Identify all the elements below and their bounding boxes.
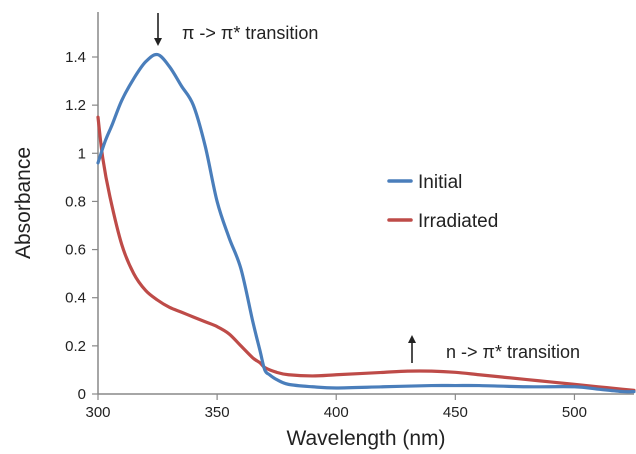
x-tick-label: 400 [324,404,349,421]
y-tick-label: 0.2 [65,338,86,355]
annotation-text-pi-pi-star: π -> π* transition [182,23,318,43]
y-axis-title: Absorbance [12,147,35,259]
y-tick-label: 0.6 [65,242,86,259]
annotation-pi-pi-star: π -> π* transition [154,13,318,46]
y-tick-label: 1.4 [65,49,86,66]
x-axis-title: Wavelength (nm) [286,427,445,450]
up-arrowhead-icon [408,335,416,343]
series-line-initial [96,52,636,394]
legend-label-irradiated: Irradiated [418,211,498,232]
series-lines [96,52,636,394]
annotation-n-pi-star: n -> π* transition [408,335,580,363]
x-tick-label: 500 [562,404,587,421]
annotation-text-n-pi-star: n -> π* transition [446,342,580,362]
y-tick-label: 0.8 [65,193,86,210]
x-tick-label: 300 [85,404,110,421]
legend: Initial Irradiated [387,172,498,232]
y-tick-label: 0.4 [65,290,86,307]
y-tick-label: 1.2 [65,97,86,114]
x-ticks: 300 350 400 450 500 [85,394,587,421]
x-tick-label: 450 [443,404,468,421]
y-ticks: 0 0.2 0.4 0.6 0.8 1 1.2 1.4 [65,49,98,403]
y-tick-label: 1 [78,145,86,162]
series-line-irradiated [96,115,636,392]
y-tick-label: 0 [78,386,86,403]
down-arrowhead-icon [154,38,162,46]
x-tick-label: 350 [205,404,230,421]
legend-label-initial: Initial [418,172,462,193]
